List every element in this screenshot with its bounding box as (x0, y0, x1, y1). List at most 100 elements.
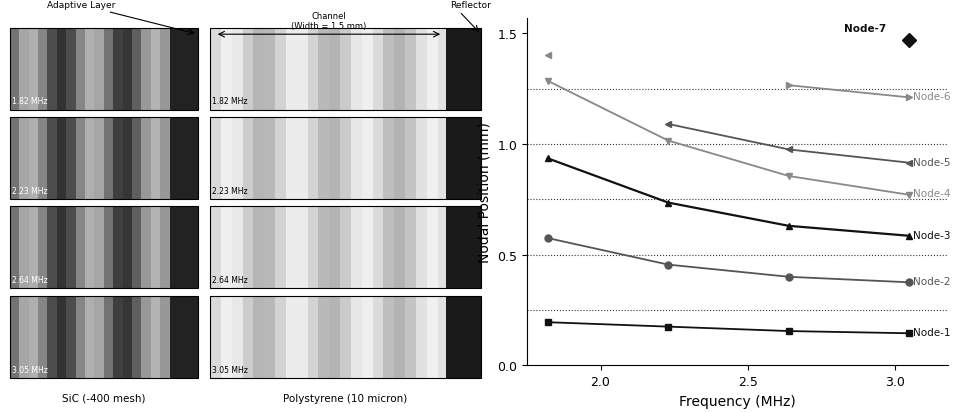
Bar (438, 118, 449, 199)
Bar (123, 28, 132, 110)
Text: Adaptive Layer: Adaptive Layer (47, 1, 115, 10)
Bar (395, 118, 405, 199)
Bar (132, 207, 141, 289)
Bar (179, 296, 189, 378)
Bar (151, 28, 161, 110)
Bar (151, 118, 161, 199)
Bar (275, 118, 286, 199)
Text: Node-7: Node-7 (843, 24, 886, 34)
Bar (169, 118, 198, 199)
Bar (57, 118, 66, 199)
Bar (169, 118, 179, 199)
Bar (405, 28, 416, 110)
Bar (372, 118, 384, 199)
Bar (362, 296, 372, 378)
Bar (232, 207, 243, 289)
Bar (449, 28, 459, 110)
Bar (449, 296, 459, 378)
Bar (95, 207, 103, 289)
Bar (19, 28, 29, 110)
Bar (210, 296, 220, 378)
Bar (29, 296, 38, 378)
Bar (286, 207, 297, 289)
Text: 2.23 MHz: 2.23 MHz (13, 186, 47, 195)
Bar (47, 118, 57, 199)
Bar (95, 118, 103, 199)
Text: 3.05 MHz: 3.05 MHz (13, 365, 48, 374)
Bar (75, 296, 85, 378)
Bar (10, 207, 198, 289)
Bar (47, 28, 57, 110)
Bar (405, 296, 416, 378)
Bar (189, 296, 198, 378)
Bar (10, 28, 19, 110)
Bar (362, 207, 372, 289)
Bar (384, 207, 395, 289)
Bar (85, 207, 95, 289)
Bar (372, 207, 384, 289)
Text: 2.23 MHz: 2.23 MHz (213, 186, 249, 195)
Bar (66, 28, 75, 110)
Bar (113, 118, 123, 199)
Bar (103, 28, 113, 110)
Bar (10, 118, 19, 199)
Bar (220, 296, 232, 378)
Bar (75, 118, 85, 199)
Bar (340, 207, 351, 289)
Bar (416, 296, 426, 378)
Bar (10, 28, 198, 110)
Text: Node-6: Node-6 (913, 92, 951, 102)
Bar (169, 207, 179, 289)
Bar (95, 296, 103, 378)
Bar (179, 28, 189, 110)
X-axis label: Frequency (MHz): Frequency (MHz) (679, 394, 796, 408)
Bar (232, 118, 243, 199)
Bar (243, 296, 253, 378)
Bar (459, 207, 470, 289)
Bar (151, 207, 161, 289)
Bar (416, 118, 426, 199)
Bar (169, 207, 198, 289)
Bar (38, 207, 47, 289)
Bar (161, 28, 169, 110)
Bar (161, 118, 169, 199)
Bar (395, 207, 405, 289)
Bar (470, 28, 481, 110)
Bar (123, 296, 132, 378)
Bar (232, 28, 243, 110)
Bar (426, 296, 438, 378)
Bar (253, 28, 264, 110)
Bar (416, 28, 426, 110)
Bar (132, 28, 141, 110)
Bar (243, 118, 253, 199)
Bar (264, 207, 275, 289)
Bar (351, 118, 362, 199)
Bar (189, 118, 198, 199)
Bar (372, 296, 384, 378)
Bar (405, 207, 416, 289)
Bar (47, 296, 57, 378)
Bar (210, 207, 220, 289)
Bar (297, 118, 308, 199)
Bar (329, 296, 340, 378)
Bar (169, 28, 198, 110)
Bar (253, 207, 264, 289)
Bar (10, 296, 19, 378)
Text: Node-4: Node-4 (913, 188, 951, 198)
Bar (449, 118, 459, 199)
Bar (449, 207, 459, 289)
Text: 1.82 MHz: 1.82 MHz (213, 97, 248, 106)
Bar (179, 118, 189, 199)
Text: Polystyrene (10 micron): Polystyrene (10 micron) (283, 393, 408, 403)
Bar (384, 296, 395, 378)
Bar (470, 207, 481, 289)
Bar (362, 28, 372, 110)
Bar (395, 296, 405, 378)
Bar (286, 296, 297, 378)
Bar (286, 28, 297, 110)
Bar (459, 296, 470, 378)
Bar (10, 207, 19, 289)
Bar (351, 28, 362, 110)
Bar (38, 118, 47, 199)
Text: Node-1: Node-1 (913, 328, 951, 337)
